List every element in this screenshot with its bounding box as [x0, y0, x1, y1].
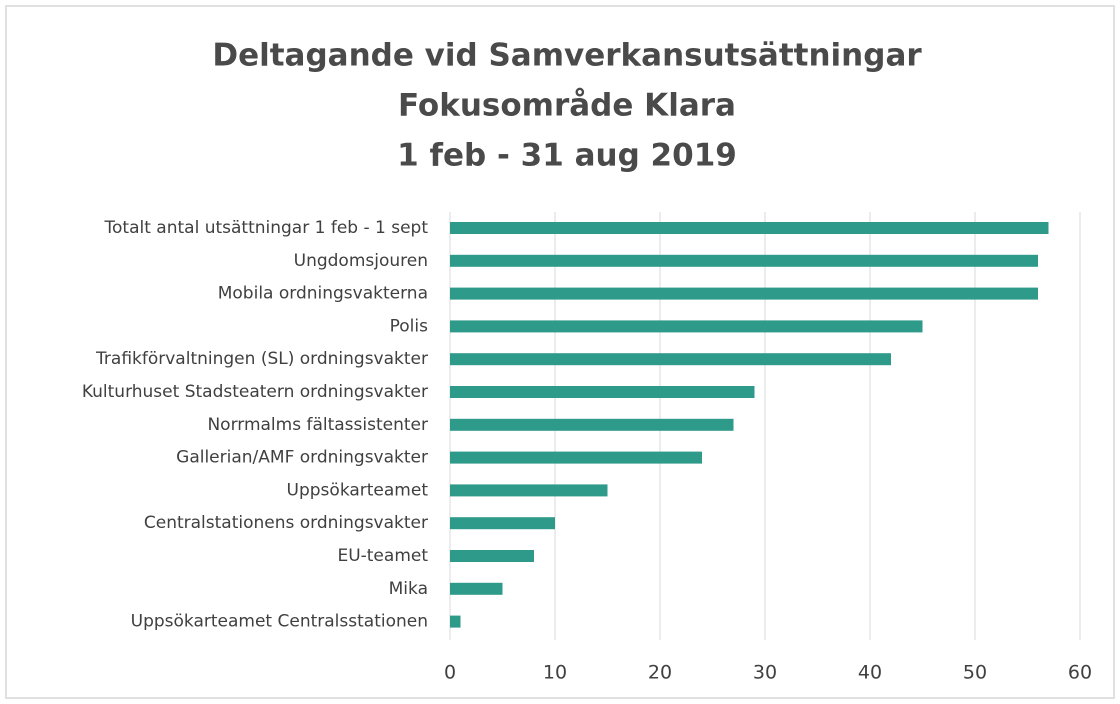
y-tick-label: Mobila ordningsvakterna	[218, 284, 428, 304]
chart-frame	[5, 5, 1115, 699]
y-tick-label: Uppsökarteamet Centralsstationen	[131, 612, 428, 632]
bar	[450, 320, 923, 333]
x-tick-label: 30	[753, 662, 777, 684]
x-tick-label: 20	[648, 662, 672, 684]
y-tick-label: Gallerian/AMF ordningsvakter	[176, 448, 428, 468]
x-tick-label: 40	[858, 662, 882, 684]
bar	[450, 254, 1038, 267]
y-tick-label: Kulturhuset Stadsteatern ordningsvakter	[82, 382, 428, 402]
bar	[450, 386, 755, 398]
bar	[450, 418, 734, 431]
y-tick-label: Uppsökarteamet	[287, 480, 429, 500]
x-tick-label: 50	[963, 662, 987, 684]
x-tick-label: 0	[444, 662, 456, 684]
y-tick-label: Totalt antal utsättningar 1 feb - 1 sept	[104, 218, 429, 238]
bar	[450, 451, 702, 464]
chart-title: Fokusområde Klara	[398, 88, 736, 124]
y-tick-label: Ungdomsjouren	[294, 251, 428, 271]
y-tick-label: Mika	[389, 579, 428, 599]
y-tick-label: Trafikförvaltningen (SL) ordningsvakter	[95, 349, 428, 369]
bar	[450, 550, 534, 562]
y-tick-label: EU-teamet	[337, 546, 428, 566]
chart-title: 1 feb - 31 aug 2019	[397, 138, 737, 174]
bar	[450, 287, 1038, 300]
x-tick-label: 60	[1068, 662, 1092, 684]
bar	[450, 615, 461, 628]
y-tick-label: Norrmalms fältassistenter	[207, 415, 428, 435]
x-tick-label: 10	[543, 662, 567, 684]
bar	[450, 517, 555, 530]
chart-title: Deltagande vid Samverkansutsättningar	[212, 38, 922, 74]
bar	[450, 222, 1049, 234]
bar	[450, 353, 891, 366]
bar	[450, 582, 503, 595]
bar	[450, 484, 608, 497]
y-tick-label: Centralstationens ordningsvakter	[144, 513, 428, 533]
y-tick-label: Polis	[390, 316, 428, 336]
